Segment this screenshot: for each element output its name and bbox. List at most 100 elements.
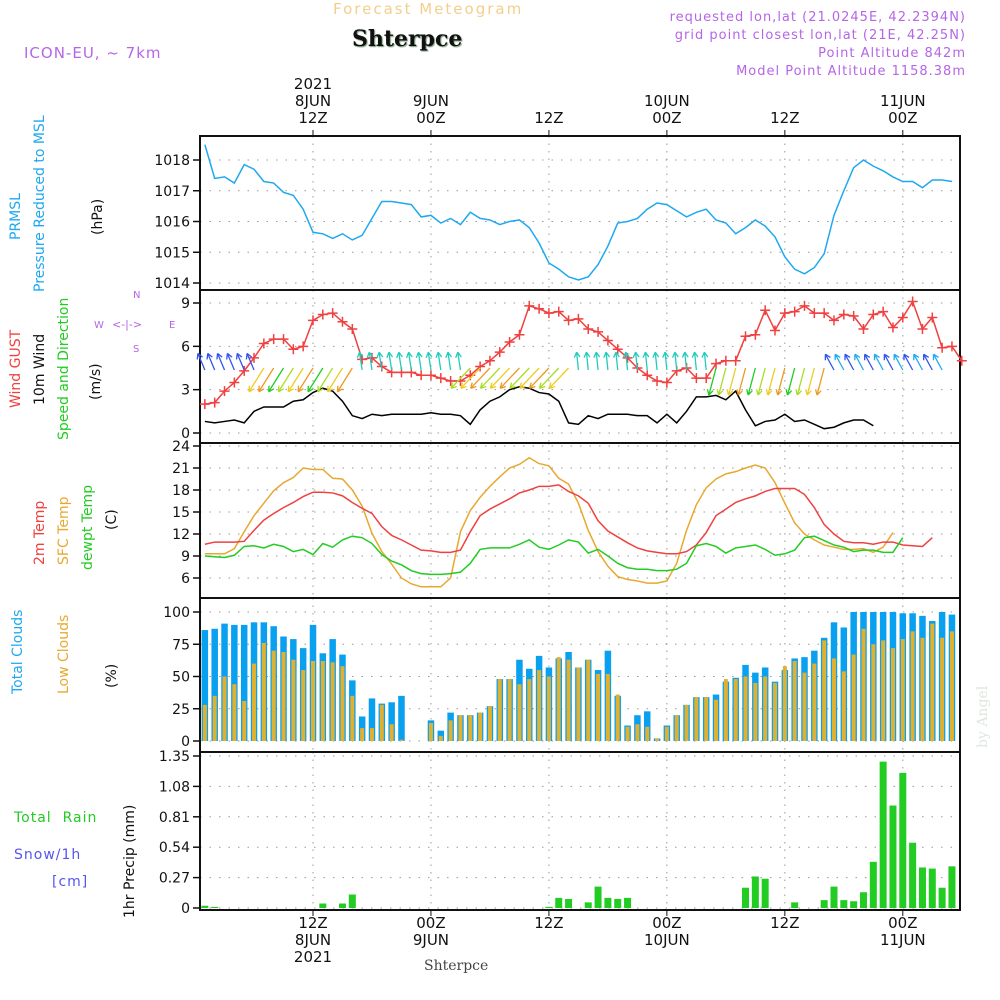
gust-marker xyxy=(652,376,663,386)
low-cloud-bar xyxy=(596,673,601,741)
wind-arrow-icon xyxy=(479,367,501,389)
low-cloud-bar xyxy=(330,662,335,741)
wind-arrow-icon xyxy=(307,367,324,393)
gust-marker xyxy=(740,331,751,342)
compass-cross-icon: <-|-> xyxy=(112,318,143,331)
gust-marker xyxy=(946,341,957,352)
y-tick-label: 1017 xyxy=(154,184,190,200)
wind-arrow-icon xyxy=(844,353,855,371)
low-cloud-bar xyxy=(782,666,787,741)
wind-arrow-icon xyxy=(245,352,255,371)
temp-2m-line xyxy=(204,484,933,555)
wind-arrow-icon xyxy=(386,351,394,371)
low-cloud-bar xyxy=(527,679,532,741)
gust-marker xyxy=(838,309,849,320)
time-axis-text: 00Z xyxy=(416,109,446,127)
rain-bar xyxy=(348,894,356,908)
wind-arrow-icon xyxy=(612,351,620,371)
rain-bar xyxy=(889,805,897,908)
time-axis-label: 12Z xyxy=(745,76,825,127)
panel-frame xyxy=(199,442,961,599)
low-cloud-bar xyxy=(271,650,276,741)
wind-arrow-icon xyxy=(893,353,904,371)
low-cloud-bar xyxy=(664,726,669,741)
y-tick-label: 9 xyxy=(181,296,190,312)
time-axis-label: 00Z 10JUN xyxy=(627,915,707,966)
gust-marker xyxy=(308,315,318,326)
gust-marker xyxy=(927,312,938,323)
gust-marker xyxy=(760,305,771,316)
gust-marker xyxy=(573,313,584,324)
rain-bar xyxy=(850,901,858,908)
time-axis-text: 12Z xyxy=(770,914,800,932)
gust-marker xyxy=(278,334,289,345)
rain-bar xyxy=(604,897,612,908)
low-cloud-bar xyxy=(773,682,778,741)
gust-marker xyxy=(209,397,220,408)
total-cloud-bar xyxy=(437,730,445,741)
wind-arrow-icon xyxy=(445,351,453,371)
gust-marker xyxy=(435,373,446,384)
low-cloud-bar xyxy=(684,704,689,741)
low-cloud-bar xyxy=(212,695,217,741)
super-title: Forecast Meteogram xyxy=(333,0,524,18)
time-axis-label: 10JUN 00Z xyxy=(627,76,707,127)
rain-bar xyxy=(820,900,828,908)
rain-bar xyxy=(584,902,592,908)
time-axis-label: 9JUN 00Z xyxy=(391,76,471,127)
compass-s: S xyxy=(133,344,140,355)
gust-marker xyxy=(583,324,594,334)
gust-marker xyxy=(327,308,338,319)
rain-bar xyxy=(879,761,887,908)
location-title: Shterpce xyxy=(352,26,463,52)
wind-arrow-icon xyxy=(297,367,314,393)
wind-arrow-icon xyxy=(509,367,530,389)
gust-marker xyxy=(878,306,889,317)
time-axis-label: 12Z xyxy=(509,915,589,966)
time-axis-text: 10JUN xyxy=(644,931,690,949)
y-tick-label: 100 xyxy=(163,605,190,621)
rain-bar xyxy=(948,866,956,908)
low-cloud-bar xyxy=(694,697,699,741)
point-altitude: Point Altitude 842m xyxy=(818,46,966,61)
gust-marker xyxy=(239,365,250,376)
low-cloud-bar xyxy=(468,715,473,741)
total-cloud-bar xyxy=(398,695,405,741)
low-cloud-bar xyxy=(320,661,325,741)
low-cloud-bar xyxy=(360,728,365,741)
y-tick-label: 0 xyxy=(181,426,190,442)
low-cloud-bar xyxy=(920,637,925,741)
pressure-line xyxy=(204,144,953,281)
y-tick-label: 21 xyxy=(172,461,190,477)
low-cloud-bar xyxy=(350,695,355,741)
low-cloud-bar xyxy=(871,644,876,741)
wind-arrow-icon xyxy=(854,353,865,371)
time-axis-text: 9JUN xyxy=(412,931,450,949)
low-cloud-bar xyxy=(311,661,315,741)
y-tick-label: 1018 xyxy=(154,153,190,169)
snow-label: Snow/1h xyxy=(14,847,82,863)
time-axis-text: 12Z xyxy=(770,109,800,127)
low-cloud-bar xyxy=(645,726,650,741)
low-cloud-bar xyxy=(723,679,728,741)
gust-marker xyxy=(514,329,525,340)
wind-arrow-icon xyxy=(489,367,511,389)
wind-arrow-icon xyxy=(716,367,727,396)
rain-bar xyxy=(594,886,602,908)
snow-unit: [cm] xyxy=(52,874,89,890)
low-cloud-bar xyxy=(635,724,640,741)
gust-marker xyxy=(956,355,967,366)
time-axis-label: 2021 8JUN 12Z xyxy=(273,76,353,127)
rain-bar xyxy=(840,900,848,908)
gust-marker xyxy=(770,325,781,336)
low-cloud-bar xyxy=(615,694,620,741)
rain-bar xyxy=(555,897,563,908)
low-cloud-bar xyxy=(586,659,591,741)
low-cloud-bar xyxy=(655,738,660,741)
rain-bar xyxy=(751,876,759,908)
low-cloud-bar xyxy=(301,670,306,741)
y-tick-label: 18 xyxy=(172,483,190,499)
low-cloud-bar xyxy=(743,676,748,741)
wind-arrow-icon xyxy=(834,353,845,371)
gust-marker xyxy=(711,358,722,369)
